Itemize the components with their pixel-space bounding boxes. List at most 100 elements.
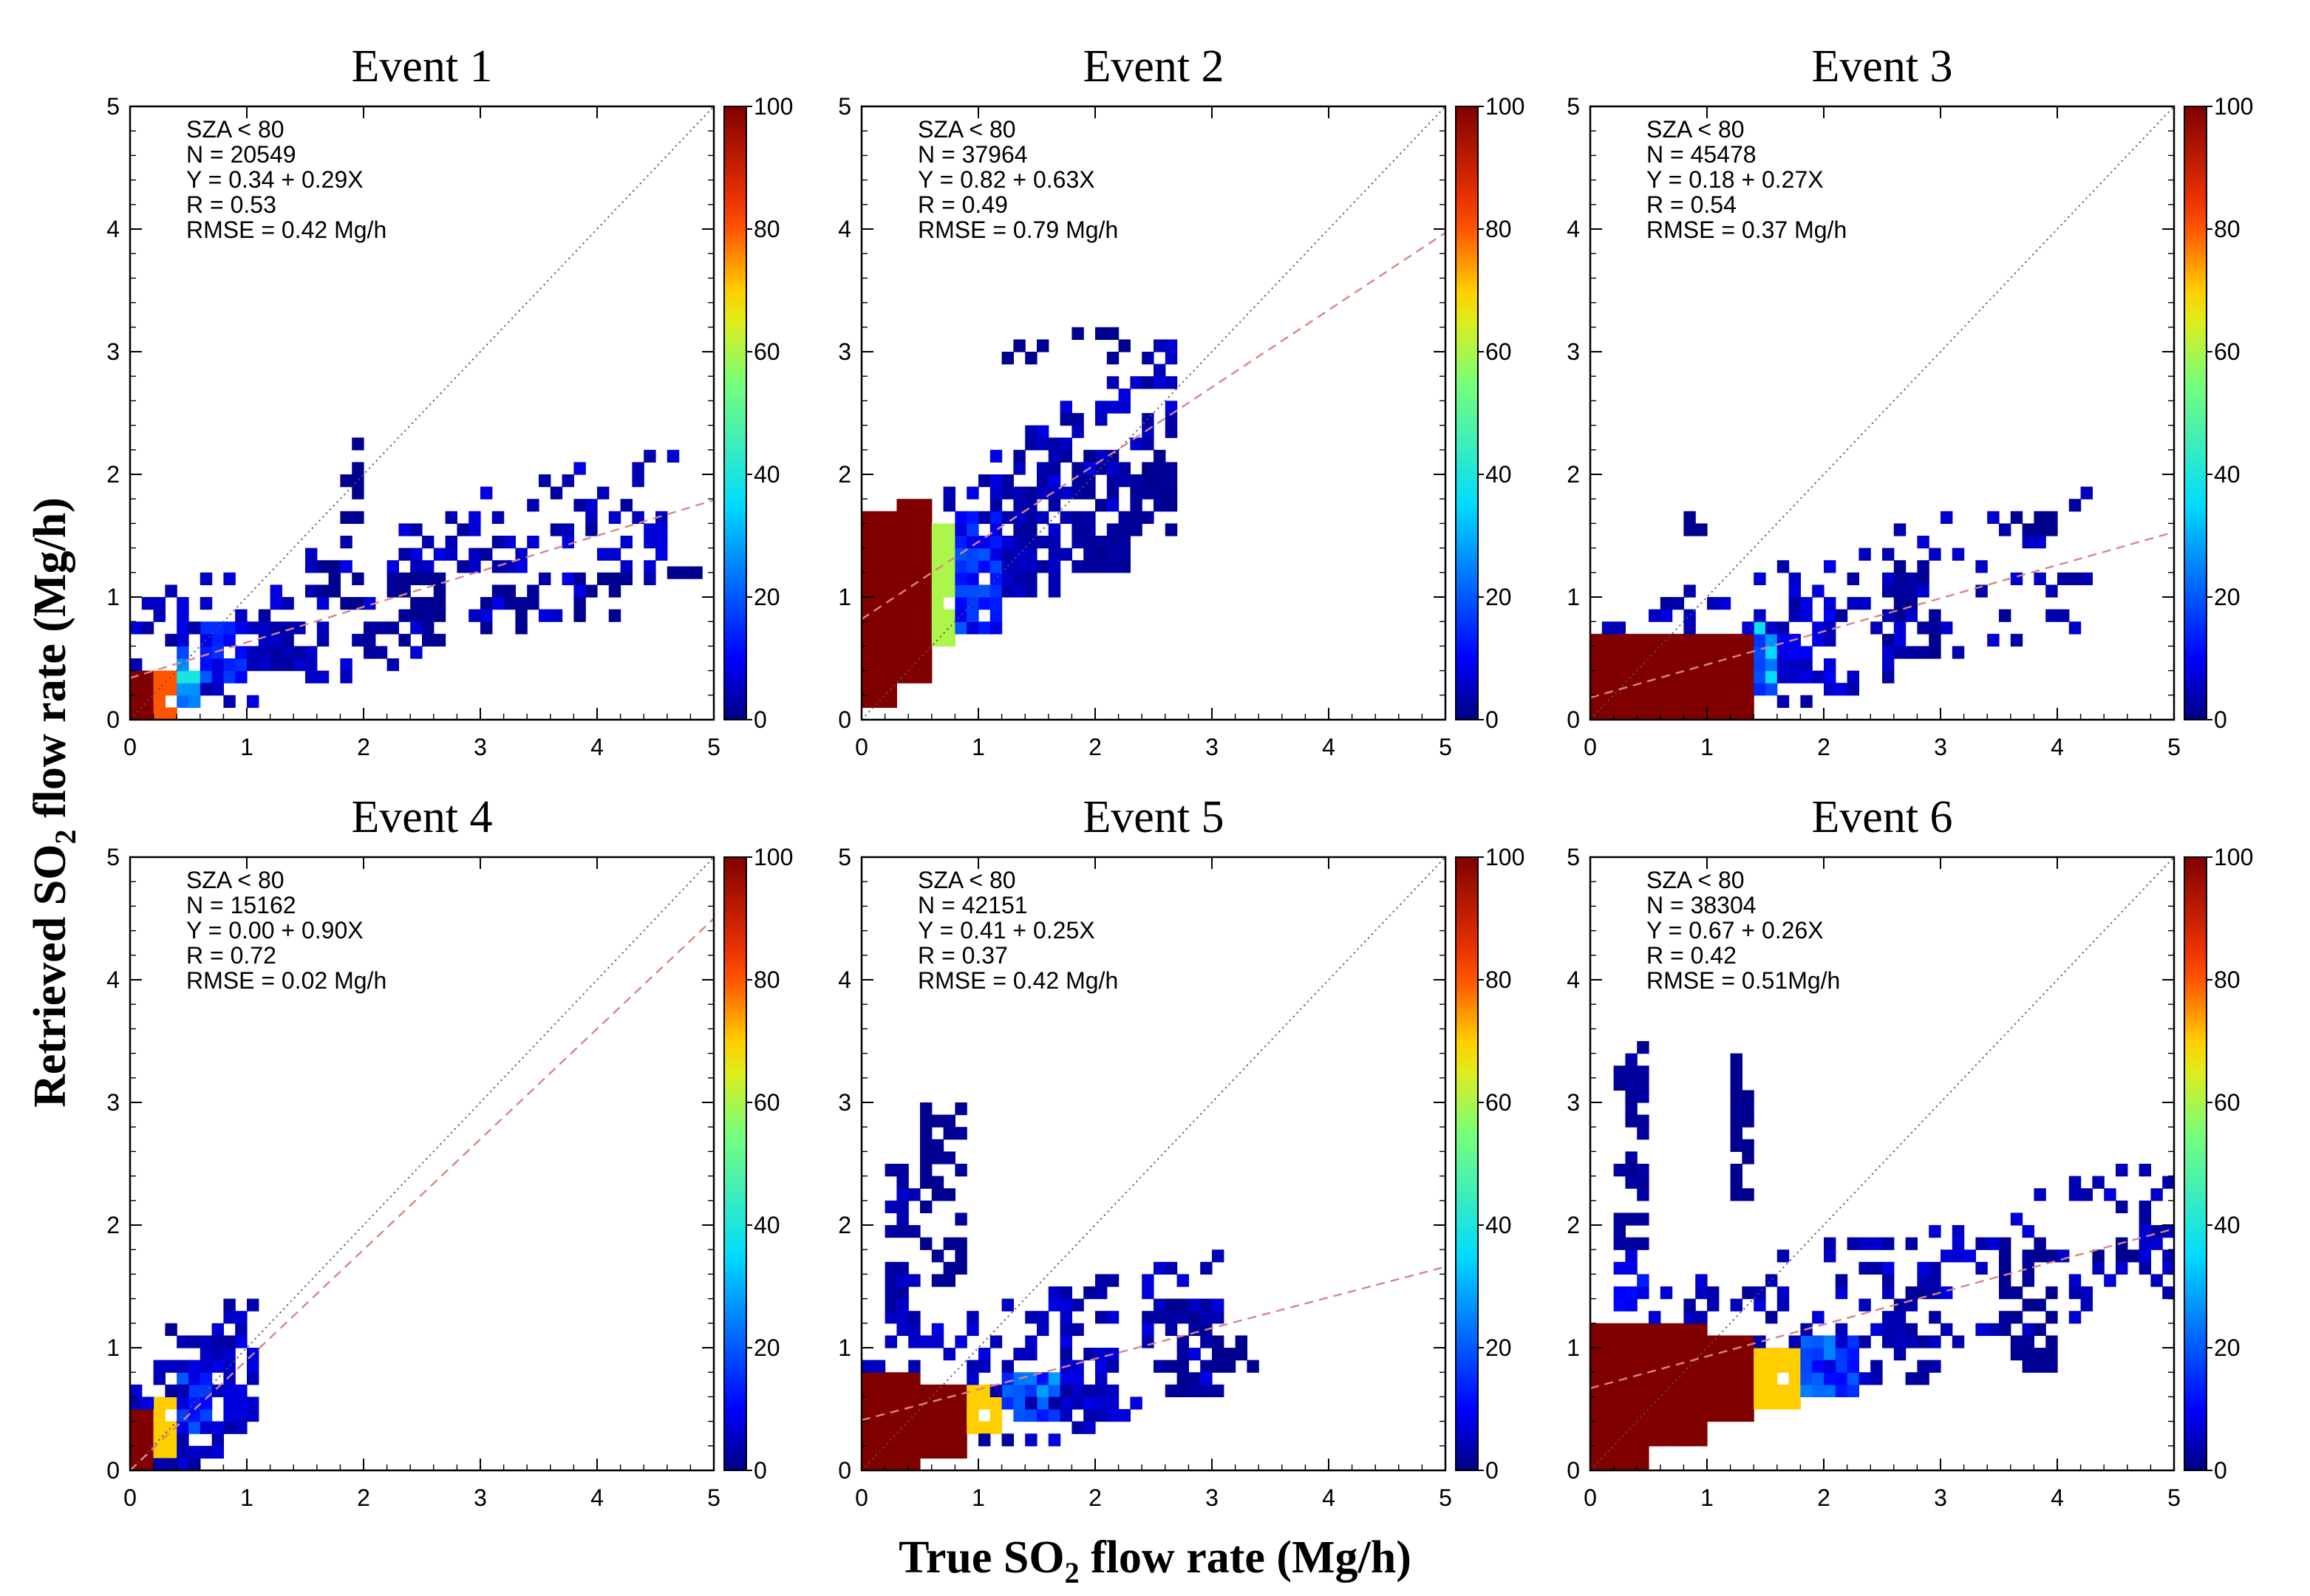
- heatmap-cell: [1929, 1286, 1941, 1300]
- heatmap-cell: [1071, 327, 1084, 340]
- heatmap-cell: [943, 560, 955, 573]
- heatmap-cell: [862, 1384, 874, 1397]
- heatmap-cell: [2045, 1360, 2058, 1373]
- heatmap-cell: [1013, 449, 1026, 463]
- heatmap-cell: [873, 1360, 886, 1373]
- heatmap-cell: [920, 633, 933, 647]
- heatmap-cell: [1742, 1139, 1754, 1152]
- heatmap-cell: [177, 633, 189, 647]
- y-tick-label: 1: [106, 584, 120, 610]
- heatmap-cell: [1660, 1409, 1673, 1422]
- heatmap-cell: [293, 621, 306, 635]
- heatmap-cell: [1660, 695, 1673, 708]
- heatmap-cell: [1824, 1372, 1836, 1385]
- heatmap-cell: [1060, 1335, 1072, 1348]
- heatmap-cell: [200, 597, 213, 610]
- heatmap-cell: [2116, 1200, 2128, 1213]
- heatmap-cell: [422, 609, 435, 622]
- heatmap-cell: [1882, 1323, 1895, 1336]
- heatmap-cell: [1660, 609, 1673, 622]
- heatmap-cell: [1060, 400, 1072, 414]
- heatmap-cell: [1882, 646, 1895, 659]
- heatmap-cell: [920, 1433, 933, 1447]
- heatmap-cell: [130, 1409, 143, 1422]
- heatmap-cell: [1929, 633, 1941, 647]
- heatmap-cell: [282, 621, 294, 635]
- heatmap-cell: [862, 511, 874, 524]
- heatmap-cell: [1718, 658, 1731, 672]
- heatmap-cell: [1812, 1384, 1825, 1397]
- heatmap-cell: [1165, 425, 1178, 438]
- heatmap-cell: [873, 658, 886, 672]
- heatmap-cell: [398, 609, 411, 622]
- heatmap-cell: [1106, 548, 1120, 561]
- y-tick-label: 5: [1567, 844, 1580, 870]
- heatmap-cell: [1625, 670, 1638, 683]
- heatmap-cell: [1095, 449, 1108, 463]
- heatmap-cell: [862, 1421, 874, 1434]
- xlabel-main: True SO: [899, 1532, 1064, 1583]
- heatmap-cell: [211, 1445, 224, 1459]
- heatmap-cell: [270, 658, 282, 672]
- heatmap-cell: [1060, 1323, 1072, 1336]
- heatmap-cell: [1625, 1114, 1638, 1128]
- heatmap-cell: [1590, 633, 1603, 647]
- heatmap-cell: [1847, 1237, 1859, 1250]
- heatmap-cell: [211, 658, 224, 672]
- colorbar-tick-label: 20: [1485, 584, 1512, 610]
- heatmap-cell: [364, 597, 376, 610]
- heatmap-cell: [989, 523, 1003, 536]
- heatmap-cell: [1188, 1311, 1201, 1324]
- heatmap-cell: [1106, 486, 1120, 499]
- heatmap-cell: [1613, 658, 1626, 672]
- heatmap-cell: [885, 536, 897, 549]
- heatmap-cell: [1060, 1396, 1072, 1410]
- heatmap-cell: [188, 695, 201, 708]
- heatmap-cell: [1154, 1360, 1166, 1373]
- heatmap-cell: [1788, 1348, 1801, 1361]
- heatmap-cell: [1025, 352, 1038, 365]
- heatmap-cell: [177, 1372, 189, 1385]
- heatmap-cell: [1800, 695, 1813, 708]
- heatmap-cell: [1130, 486, 1142, 499]
- heatmap-cell: [955, 1261, 967, 1275]
- heatmap-cell: [1095, 413, 1108, 426]
- heatmap-cell: [352, 437, 364, 451]
- heatmap-cell: [1882, 1237, 1895, 1250]
- heatmap-cell: [282, 646, 294, 659]
- heatmap-cell: [1637, 1213, 1649, 1226]
- heatmap-cell: [989, 560, 1003, 573]
- heatmap-cell: [1165, 1298, 1178, 1312]
- heatmap-cell: [165, 1458, 177, 1470]
- heatmap-cell: [989, 609, 1003, 622]
- heatmap-cell: [896, 1458, 909, 1470]
- heatmap-cell: [1765, 670, 1778, 683]
- heatmap-cell: [165, 1445, 177, 1459]
- heatmap-cell: [943, 1114, 955, 1128]
- heatmap-cell: [920, 609, 933, 622]
- heatmap-cell: [1625, 1237, 1638, 1250]
- heatmap-cell: [920, 1421, 933, 1434]
- heatmap-cell: [328, 584, 341, 598]
- heatmap-cell: [1625, 1286, 1638, 1300]
- heatmap-cell: [1765, 621, 1778, 635]
- heatmap-cell: [1637, 1421, 1649, 1434]
- heatmap-cell: [1060, 1348, 1072, 1361]
- heatmap-cell: [1060, 1311, 1072, 1324]
- heatmap-cell: [1106, 474, 1120, 488]
- stats-line: RMSE = 0.51Mg/h: [1646, 967, 1840, 994]
- heatmap-cell: [2057, 609, 2070, 622]
- heatmap-cell: [1672, 658, 1684, 672]
- heatmap-cell: [1071, 536, 1084, 549]
- heatmap-cell: [2080, 1188, 2093, 1201]
- heatmap-cell: [1083, 1396, 1096, 1410]
- heatmap-cell: [896, 536, 909, 549]
- heatmap-cell: [1730, 695, 1742, 708]
- heatmap-cell: [1025, 1311, 1038, 1324]
- heatmap-cell: [1118, 462, 1131, 475]
- heatmap-cell: [1788, 1372, 1801, 1385]
- heatmap-cell: [247, 695, 259, 708]
- heatmap-cell: [873, 548, 886, 561]
- heatmap-cell: [2034, 1249, 2046, 1263]
